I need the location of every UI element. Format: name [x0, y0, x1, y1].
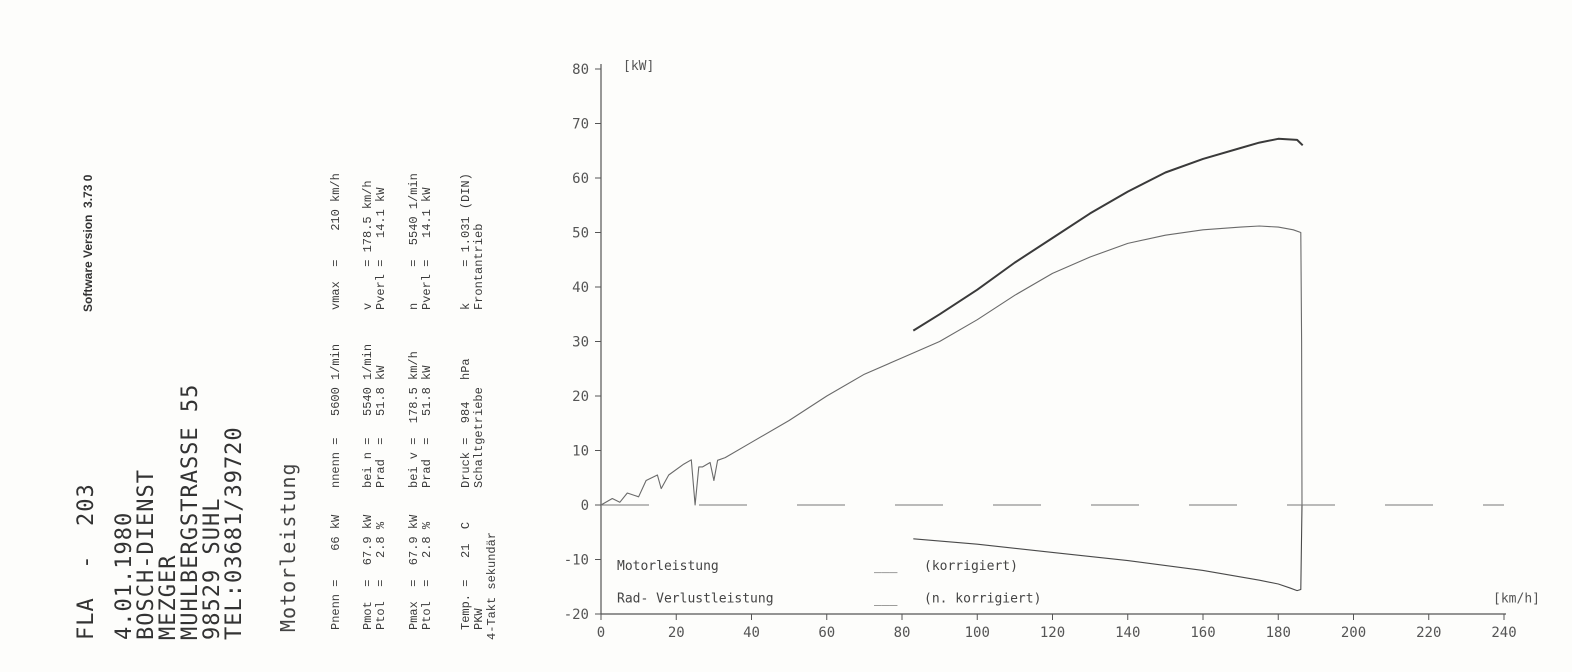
y-tick-label: 40 — [572, 280, 589, 296]
y-tick-label: 0 — [581, 498, 589, 514]
x-tick-label: 240 — [1491, 625, 1516, 641]
y-tick-label: 60 — [572, 171, 589, 187]
x-tick-label: 120 — [1040, 625, 1065, 641]
chart-series — [600, 137, 1504, 592]
x-tick-label: 60 — [818, 625, 835, 641]
legend-label-motor: Motorleistung — [617, 559, 719, 574]
series-line-2 — [913, 504, 1303, 592]
legend-label-verlust: Rad- Verlustleistung — [617, 592, 774, 607]
x-tick-label: 80 — [894, 625, 911, 641]
series-line-0 — [912, 137, 1304, 332]
y-axis-label: [kW] — [623, 59, 654, 74]
x-tick-label: 220 — [1416, 625, 1441, 641]
y-tick-label: -10 — [564, 553, 589, 569]
legend-note-motor: (korrigiert) — [924, 559, 1018, 574]
chart-labels: -20 -10 0 10 20 30 40 50 60 70 80 0 20 40 60 80 100 120 14… — [564, 59, 1540, 641]
x-tick-label: 40 — [743, 625, 760, 641]
x-tick-label: 100 — [965, 625, 990, 641]
x-tick-label: 200 — [1341, 625, 1366, 641]
y-tick-label: 70 — [572, 117, 589, 133]
series-line-1 — [600, 225, 1303, 506]
y-tick-label: 50 — [572, 226, 589, 242]
y-tick-label: -20 — [564, 607, 589, 623]
legend-marker-verlust: ___ — [874, 592, 898, 607]
y-tick-label: 30 — [572, 335, 589, 351]
x-tick-label: 0 — [597, 625, 605, 641]
x-tick-label: 160 — [1190, 625, 1215, 641]
legend-note-verlust: (n. korrigiert) — [924, 592, 1041, 607]
chart-axes — [595, 64, 1506, 620]
legend-marker-motor: ___ — [874, 559, 898, 574]
x-axis-label: [km/h] — [1493, 592, 1540, 607]
y-tick-label: 20 — [572, 389, 589, 405]
y-tick-label: 80 — [572, 62, 589, 78]
x-tick-label: 20 — [668, 625, 685, 641]
x-tick-label: 140 — [1115, 625, 1140, 641]
y-tick-label: 10 — [572, 444, 589, 460]
x-tick-label: 180 — [1266, 625, 1291, 641]
